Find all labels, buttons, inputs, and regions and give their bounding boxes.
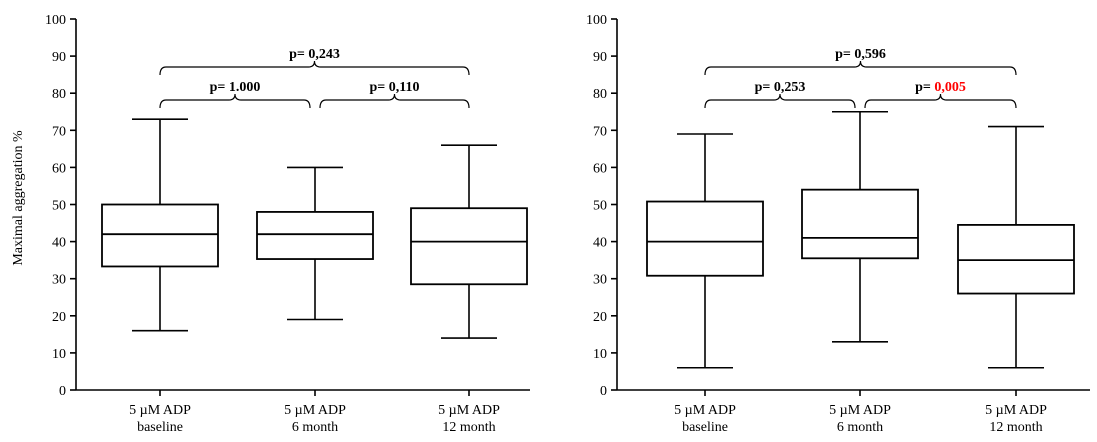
p-value-number: 0,110: [389, 80, 420, 95]
bracket-line: [704, 60, 1017, 76]
iqr-box: [410, 207, 528, 286]
p-value-prefix: p=: [915, 80, 934, 95]
y-tick-label: 30: [52, 273, 66, 288]
p-value-label: p= 0,243: [289, 47, 340, 62]
p-value-number: 1.000: [229, 80, 261, 95]
bracket-line: [159, 60, 470, 76]
p-value-label: p= 0,110: [370, 80, 420, 95]
p-value-label: p= 0,005: [915, 80, 966, 95]
y-tick-label: 80: [593, 87, 607, 102]
box-plot-3: [410, 144, 528, 339]
iqr-box: [957, 224, 1075, 295]
iqr-box: [101, 203, 219, 268]
y-tick-label: 50: [52, 199, 66, 214]
bracket-line: [704, 93, 856, 109]
comparison-bracket: p= 0,243: [159, 47, 470, 76]
y-tick-label: 40: [593, 236, 607, 251]
comparison-bracket: p= 0,253: [704, 80, 856, 109]
y-tick-label: 60: [52, 161, 66, 176]
box-plot-2: [801, 110, 919, 343]
y-tick-label: 40: [52, 236, 66, 251]
x-tick-label: 5 µM ADP: [438, 403, 500, 418]
p-value-label: p= 0,253: [755, 80, 806, 95]
y-tick-label: 0: [59, 384, 66, 399]
y-tick-label: 0: [600, 384, 607, 399]
comparison-bracket: p= 0,110: [319, 80, 470, 109]
p-value-prefix: p=: [210, 80, 229, 95]
y-tick-label: 90: [593, 50, 607, 65]
p-value-number: 0,253: [774, 80, 806, 95]
x-tick-label: 5 µM ADP: [985, 403, 1047, 418]
y-tick-label: 50: [593, 199, 607, 214]
chart-2: 0 10 20 30 40 50 60 70 80 90 100 5 µM ADP baseline 5 …: [586, 13, 1090, 435]
x-tick-label: 12 month: [442, 420, 495, 435]
y-tick-label: 100: [45, 13, 66, 28]
p-value-label: p= 1.000: [210, 80, 261, 95]
x-tick-label: baseline: [137, 420, 183, 435]
y-axis-label: Maximal aggregation %: [11, 130, 26, 266]
x-tick-label: 5 µM ADP: [674, 403, 736, 418]
bracket-line: [159, 93, 311, 109]
p-value-prefix: p=: [289, 47, 308, 62]
x-tick-label: 12 month: [989, 420, 1042, 435]
comparison-bracket: p= 0,596: [704, 47, 1017, 76]
y-tick-label: 20: [593, 310, 607, 325]
y-tick-label: 70: [593, 124, 607, 139]
x-tick-label: 5 µM ADP: [284, 403, 346, 418]
p-value-number: 0,596: [854, 47, 886, 62]
comparison-bracket: p= 0,005: [864, 80, 1017, 109]
box-plot-1: [646, 133, 764, 369]
comparison-bracket: p= 1.000: [159, 80, 311, 109]
iqr-box: [646, 200, 764, 277]
x-tick-label: 5 µM ADP: [829, 403, 891, 418]
p-value-label: p= 0,596: [835, 47, 886, 62]
p-value-prefix: p=: [835, 47, 854, 62]
p-value-number: 0,005: [934, 80, 966, 95]
y-tick-label: 30: [593, 273, 607, 288]
p-value-number: 0,243: [308, 47, 340, 62]
y-tick-label: 70: [52, 124, 66, 139]
p-value-prefix: p=: [370, 80, 389, 95]
chart-1: 0 10 20 30 40 50 60 70 80 90 100 5 µM ADP baseline 5 …: [45, 13, 530, 435]
y-tick-label: 60: [593, 161, 607, 176]
box-plot-3: [957, 125, 1075, 369]
x-tick-label: baseline: [682, 420, 728, 435]
y-tick-label: 80: [52, 87, 66, 102]
bracket-line: [319, 93, 470, 109]
x-tick-label: 5 µM ADP: [129, 403, 191, 418]
box-plot-1: [101, 118, 219, 332]
y-tick-label: 90: [52, 50, 66, 65]
y-tick-label: 10: [52, 347, 66, 362]
iqr-box: [256, 211, 374, 260]
iqr-box: [801, 188, 919, 260]
x-tick-label: 6 month: [837, 420, 883, 435]
box-plot-2: [256, 166, 374, 321]
y-tick-label: 100: [586, 13, 607, 28]
y-tick-label: 20: [52, 310, 66, 325]
y-tick-label: 10: [593, 347, 607, 362]
bracket-line: [864, 93, 1017, 109]
p-value-prefix: p=: [755, 80, 774, 95]
x-tick-label: 6 month: [292, 420, 338, 435]
